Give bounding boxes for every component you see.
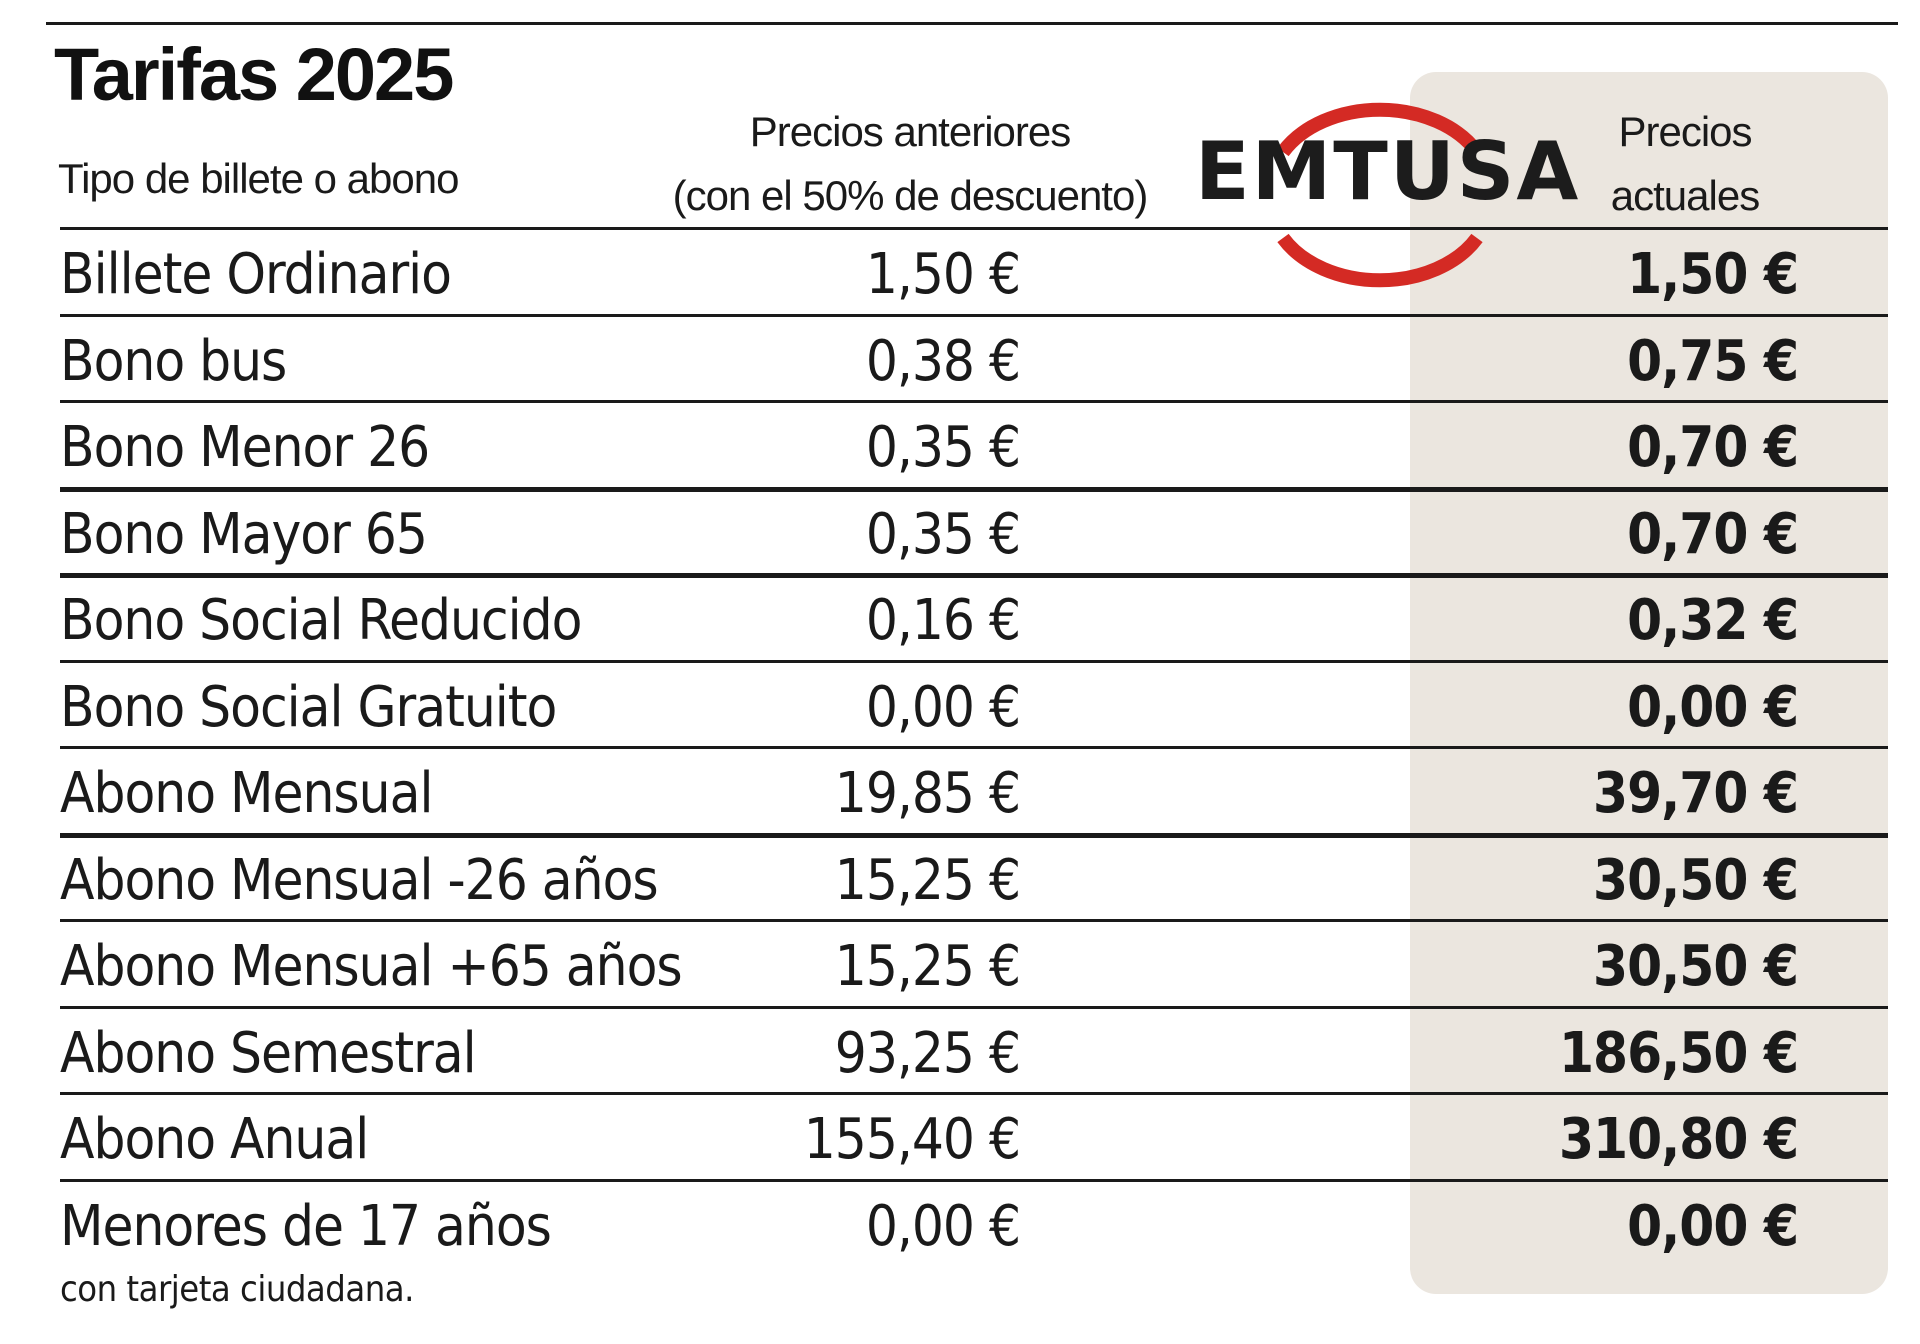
row-divider bbox=[60, 1092, 1888, 1095]
row-ticket-name: Abono Mensual bbox=[60, 761, 433, 826]
row-previous-price: 0,00 € bbox=[865, 1193, 1021, 1259]
row-ticket-name: Billete Ordinario bbox=[60, 242, 452, 307]
row-ticket-name: Bono Mayor 65 bbox=[60, 501, 428, 567]
row-current-price: 0,00 € bbox=[1627, 1193, 1799, 1259]
header-current-line1: Precios bbox=[1618, 108, 1752, 155]
header-current-line2: actuales bbox=[1610, 172, 1760, 219]
row-previous-price: 15,25 € bbox=[834, 934, 1021, 999]
row-ticket-name: Menores de 17 años bbox=[60, 1193, 552, 1259]
row-current-price: 0,00 € bbox=[1627, 674, 1799, 740]
header-ticket-type: Tipo de billete o abono bbox=[58, 155, 459, 202]
row-divider bbox=[60, 919, 1888, 922]
logo-text: EMTUSA bbox=[1195, 125, 1581, 218]
row-divider bbox=[60, 1005, 1888, 1009]
row-previous-price: 93,25 € bbox=[834, 1020, 1021, 1086]
row-current-price: 1,50 € bbox=[1627, 242, 1799, 307]
row-ticket-name: Bono Menor 26 bbox=[60, 415, 430, 480]
row-previous-price: 0,00 € bbox=[865, 674, 1021, 740]
row-current-price: 186,50 € bbox=[1559, 1020, 1799, 1086]
row-divider bbox=[60, 832, 1888, 838]
header-current-prices: Precios actuales bbox=[1560, 100, 1810, 228]
header-rule bbox=[60, 227, 1888, 230]
row-ticket-name: Abono Anual bbox=[60, 1107, 369, 1172]
emtusa-logo: EMTUSA bbox=[1195, 70, 1581, 300]
row-divider bbox=[60, 486, 1888, 492]
row-current-price: 0,70 € bbox=[1627, 415, 1799, 480]
row-previous-price: 0,38 € bbox=[865, 328, 1021, 394]
row-ticket-name: Bono Social Gratuito bbox=[60, 674, 557, 740]
row-current-price: 310,80 € bbox=[1559, 1107, 1799, 1172]
row-previous-price: 0,16 € bbox=[865, 588, 1021, 653]
row-ticket-name: Abono Semestral bbox=[60, 1020, 477, 1086]
row-current-price: 30,50 € bbox=[1593, 934, 1799, 999]
header-previous-line2: (con el 50% de descuento) bbox=[672, 172, 1149, 219]
row-previous-price: 19,85 € bbox=[834, 761, 1021, 826]
row-previous-price: 0,35 € bbox=[865, 415, 1021, 480]
row-previous-price: 15,25 € bbox=[834, 847, 1021, 913]
row-previous-price: 1,50 € bbox=[865, 242, 1021, 307]
row-ticket-name: Bono Social Reducido bbox=[60, 588, 582, 653]
row-current-price: 39,70 € bbox=[1593, 761, 1799, 826]
row-current-price: 0,32 € bbox=[1627, 588, 1799, 653]
row-ticket-name: Abono Mensual +65 años bbox=[60, 934, 683, 999]
current-prices-column-background bbox=[1410, 72, 1888, 1294]
row-divider bbox=[60, 313, 1888, 317]
row-divider bbox=[60, 400, 1888, 403]
row-divider bbox=[60, 746, 1888, 749]
row-previous-price: 155,40 € bbox=[803, 1107, 1021, 1172]
header-previous-prices: Precios anteriores (con el 50% de descue… bbox=[620, 100, 1200, 228]
row-previous-price: 0,35 € bbox=[865, 501, 1021, 567]
row-divider bbox=[60, 659, 1888, 663]
row-ticket-name: Abono Mensual -26 años bbox=[60, 847, 659, 913]
row-current-price: 30,50 € bbox=[1593, 847, 1799, 913]
row-divider bbox=[60, 1178, 1888, 1182]
row-divider bbox=[60, 573, 1888, 578]
row-current-price: 0,70 € bbox=[1627, 501, 1799, 567]
row-ticket-name: Bono bus bbox=[60, 328, 287, 394]
header-previous-line1: Precios anteriores bbox=[749, 108, 1071, 155]
page-title: Tarifas 2025 bbox=[54, 33, 454, 116]
row-current-price: 0,75 € bbox=[1627, 328, 1799, 394]
top-rule bbox=[46, 22, 1898, 25]
logo-ring-icon bbox=[1277, 102, 1483, 288]
footnote: con tarjeta ciudadana. bbox=[60, 1269, 414, 1310]
